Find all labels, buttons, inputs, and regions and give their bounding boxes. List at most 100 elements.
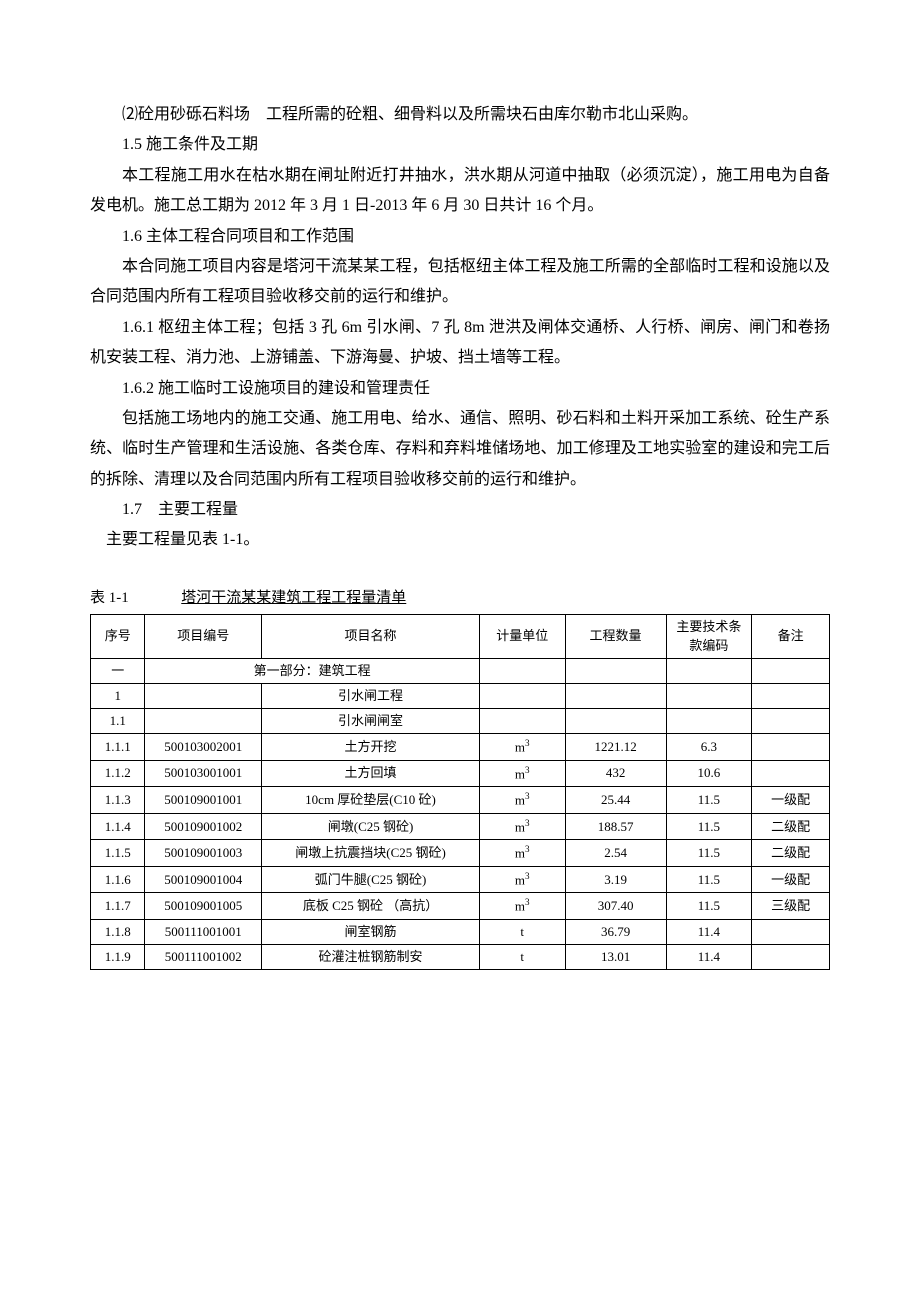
cell-qty [565,709,666,734]
cell-seq: 1.1.4 [91,813,145,840]
cell-seq: 1.1.6 [91,866,145,893]
section-note [752,658,830,683]
cell-seq: 1.1.5 [91,840,145,867]
table-header-row: 序号 项目编号 项目名称 计量单位 工程数量 主要技术条款编码 备注 [91,615,830,658]
cell-tech [666,709,752,734]
cell-code: 500111001002 [145,945,262,970]
cell-seq: 1.1.2 [91,760,145,787]
cell-tech: 6.3 [666,734,752,761]
cell-unit: m3 [479,866,565,893]
cell-unit: t [479,919,565,944]
cell-seq: 1 [91,683,145,708]
table-row: 1.1.2500103001001土方回填m343210.6 [91,760,830,787]
table-row: 1.1.8500111001001闸室钢筋t36.7911.4 [91,919,830,944]
cell-seq: 1.1.9 [91,945,145,970]
cell-name: 引水闸工程 [262,683,480,708]
cell-qty: 25.44 [565,787,666,814]
cell-name: 闸墩(C25 钢砼) [262,813,480,840]
cell-tech: 11.5 [666,840,752,867]
cell-tech: 11.4 [666,919,752,944]
cell-qty: 13.01 [565,945,666,970]
cell-name: 底板 C25 钢砼 （高抗） [262,893,480,920]
cell-code [145,709,262,734]
cell-name: 砼灌注桩钢筋制安 [262,945,480,970]
table-row: 1.1.5500109001003闸墩上抗震挡块(C25 钢砼)m32.5411… [91,840,830,867]
cell-tech: 11.5 [666,787,752,814]
cell-unit: t [479,945,565,970]
cell-note: 二级配 [752,840,830,867]
table-row: 1.1.6500109001004弧门牛腿(C25 钢砼)m33.1911.5一… [91,866,830,893]
table-row: 1 引水闸工程 [91,683,830,708]
cell-name: 10cm 厚砼垫层(C10 砼) [262,787,480,814]
cell-seq: 1.1.3 [91,787,145,814]
cell-note: 一级配 [752,866,830,893]
table-row: 1.1.1500103002001土方开挖m31221.126.3 [91,734,830,761]
cell-unit: m3 [479,734,565,761]
cell-note: 二级配 [752,813,830,840]
paragraph-contract-scope: 本合同施工项目内容是塔河干流某某工程，包括枢纽主体工程及施工所需的全部临时工程和… [90,252,830,313]
cell-tech: 10.6 [666,760,752,787]
paragraph-1-6-1: 1.6.1 枢纽主体工程；包括 3 孔 6m 引水闸、7 孔 8m 泄洪及闸体交… [90,313,830,374]
table-body: 一 第一部分：建筑工程 1 引水闸工程1.1引水闸闸室1.1.1500103002… [91,658,830,970]
cell-seq: 1.1.7 [91,893,145,920]
table-title: 塔河干流某某建筑工程工程量清单 [181,590,406,606]
cell-unit: m3 [479,787,565,814]
cell-tech: 11.5 [666,893,752,920]
heading-1-6: 1.6 主体工程合同项目和工作范围 [90,222,830,252]
cell-tech: 11.4 [666,945,752,970]
table-row: 1.1.9500111001002砼灌注桩钢筋制安t13.0111.4 [91,945,830,970]
cell-qty: 307.40 [565,893,666,920]
cell-note [752,919,830,944]
cell-qty: 36.79 [565,919,666,944]
paragraph-1-6-2-heading: 1.6.2 施工临时工设施项目的建设和管理责任 [90,374,830,404]
cell-qty: 1221.12 [565,734,666,761]
section-tech [666,658,752,683]
cell-note [752,945,830,970]
table-row: 1.1.350010900100110cm 厚砼垫层(C10 砼)m325.44… [91,787,830,814]
paragraph-1-6-2-body: 包括施工场地内的施工交通、施工用电、给水、通信、照明、砂石料和土料开采加工系统、… [90,404,830,495]
cell-unit [479,709,565,734]
th-note: 备注 [752,615,830,658]
cell-tech: 11.5 [666,866,752,893]
cell-code: 500109001002 [145,813,262,840]
th-qty: 工程数量 [565,615,666,658]
table-row: 1.1.7500109001005底板 C25 钢砼 （高抗）m3307.401… [91,893,830,920]
cell-code: 500103001001 [145,760,262,787]
cell-note [752,734,830,761]
cell-unit: m3 [479,893,565,920]
cell-code: 500109001004 [145,866,262,893]
cell-unit: m3 [479,760,565,787]
th-tech: 主要技术条款编码 [666,615,752,658]
cell-qty [565,683,666,708]
heading-1-7: 1.7 主要工程量 [90,495,830,525]
cell-note [752,709,830,734]
cell-qty: 3.19 [565,866,666,893]
table-label: 表 1-1 [90,590,129,606]
cell-name: 土方开挖 [262,734,480,761]
paragraph-construction-conditions: 本工程施工用水在枯水期在闸址附近打井抽水，洪水期从河道中抽取（必须沉淀），施工用… [90,161,830,222]
section-unit [479,658,565,683]
table-row: 1.1引水闸闸室 [91,709,830,734]
cell-seq: 1.1.8 [91,919,145,944]
cell-name: 闸室钢筋 [262,919,480,944]
cell-code: 500109001005 [145,893,262,920]
cell-qty: 188.57 [565,813,666,840]
th-code: 项目编号 [145,615,262,658]
cell-seq: 1.1.1 [91,734,145,761]
cell-code: 500103002001 [145,734,262,761]
cell-code: 500109001001 [145,787,262,814]
section-qty [565,658,666,683]
section-seq: 一 [91,658,145,683]
cell-name: 闸墩上抗震挡块(C25 钢砼) [262,840,480,867]
cell-name: 弧门牛腿(C25 钢砼) [262,866,480,893]
cell-name: 引水闸闸室 [262,709,480,734]
cell-code [145,683,262,708]
cell-note: 三级配 [752,893,830,920]
table-caption: 表 1-1 塔河干流某某建筑工程工程量清单 [90,584,830,613]
cell-name: 土方回填 [262,760,480,787]
table-section-row: 一 第一部分：建筑工程 [91,658,830,683]
th-seq: 序号 [91,615,145,658]
cell-tech: 11.5 [666,813,752,840]
heading-1-5: 1.5 施工条件及工期 [90,130,830,160]
table-row: 1.1.4500109001002闸墩(C25 钢砼)m3188.5711.5二… [91,813,830,840]
